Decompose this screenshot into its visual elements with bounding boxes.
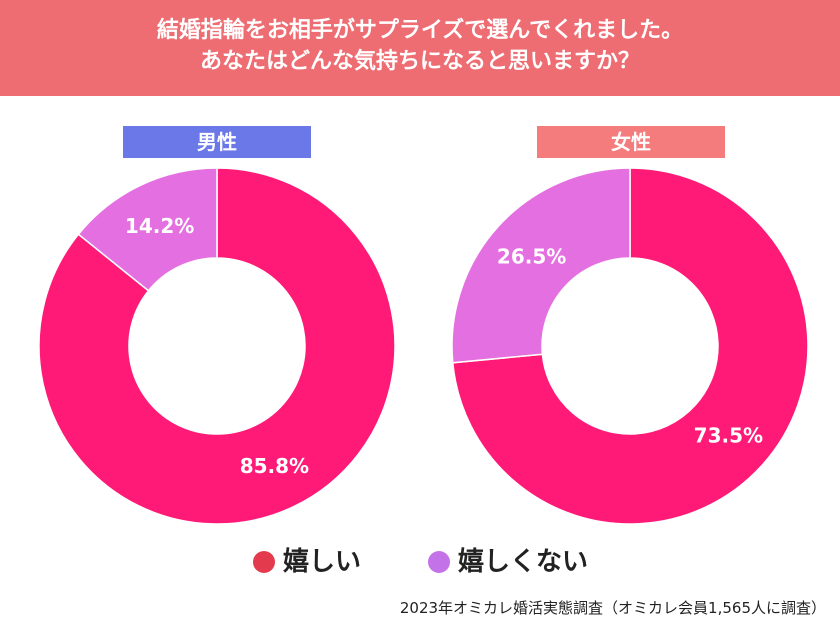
legend-swatch-not-happy bbox=[428, 551, 450, 573]
legend-swatch-happy bbox=[253, 551, 275, 573]
female-slice-not-happy bbox=[451, 167, 631, 364]
question-line-1: 結婚指輪をお相手がサプライズで選んでくれました。 bbox=[156, 18, 684, 43]
male-label-not-happy: 14.2% bbox=[125, 214, 194, 238]
female-chart-title: 女性 bbox=[537, 126, 725, 158]
chart-legend: 嬉しい 嬉しくない bbox=[0, 544, 840, 584]
legend-item-happy: 嬉しい bbox=[253, 544, 361, 580]
female-label-happy: 73.5% bbox=[694, 424, 763, 448]
legend-label-happy: 嬉しい bbox=[283, 547, 362, 577]
question-line-2: あなたはどんな気持ちになると思いますか？ bbox=[199, 49, 640, 74]
female-slice-happy bbox=[451, 167, 809, 525]
survey-question-banner: 結婚指輪をお相手がサプライズで選んでくれました。 あなたはどんな気持ちになると思… bbox=[0, 0, 840, 96]
female-donut-chart: 73.5% 26.5% bbox=[451, 167, 809, 525]
legend-label-not-happy: 嬉しくない bbox=[458, 547, 589, 577]
male-slice-happy bbox=[38, 167, 396, 525]
legend-item-not-happy: 嬉しくない bbox=[428, 544, 588, 580]
survey-source-note: 2023年オミカレ婚活実態調査（オミカレ会員1,565人に調査） bbox=[399, 599, 826, 617]
male-label-happy: 85.8% bbox=[240, 454, 309, 478]
female-label-not-happy: 26.5% bbox=[497, 244, 566, 268]
male-chart-title: 男性 bbox=[123, 126, 311, 158]
male-slice-not-happy bbox=[77, 167, 218, 292]
male-donut-chart: 85.8% 14.2% bbox=[38, 167, 396, 525]
